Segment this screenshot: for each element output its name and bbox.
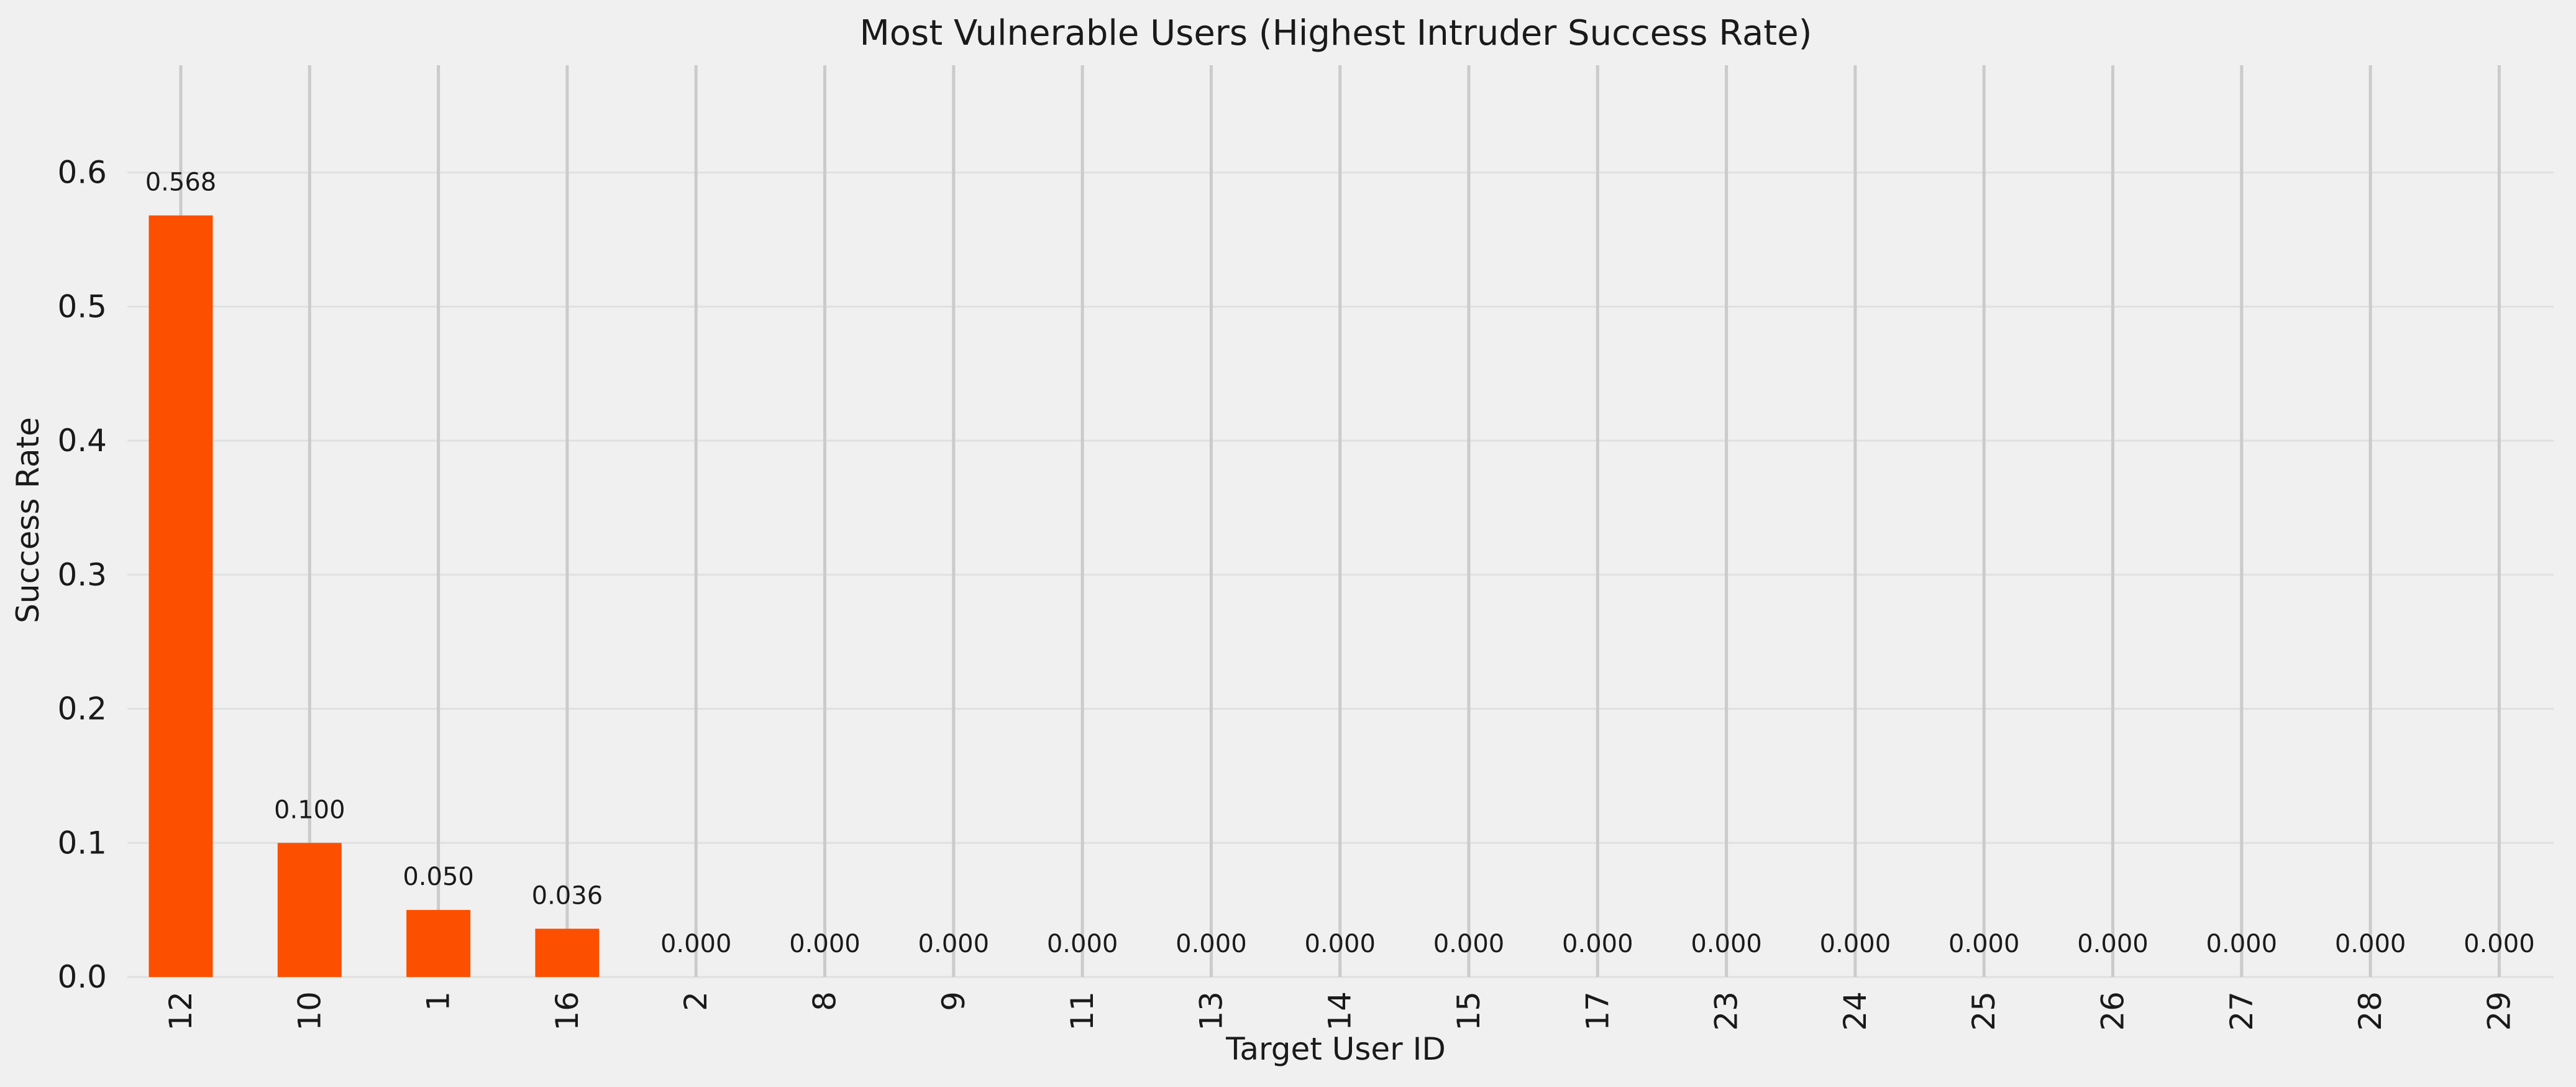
y-tick-labels: 0.0 0.1 0.2 0.3 0.4 0.5 0.6 <box>57 155 107 995</box>
vertical-gridlines <box>179 65 2501 977</box>
bar-user-16 <box>535 929 600 977</box>
bar-value-label: 0.000 <box>918 930 990 958</box>
bar-value-label: 0.000 <box>1304 930 1376 958</box>
bar-value-label: 0.100 <box>274 796 345 824</box>
bar-value-label: 0.000 <box>1433 930 1505 958</box>
bar-value-label: 0.568 <box>145 168 217 197</box>
bar-value-label: 0.000 <box>1948 930 2020 958</box>
x-tick-label: 17 <box>1579 991 1615 1031</box>
bar-value-label: 0.000 <box>1562 930 1633 958</box>
y-tick-label: 0.5 <box>57 288 107 324</box>
bar-value-label: 0.000 <box>2464 930 2535 958</box>
chart-title: Most Vulnerable Users (Highest Intruder … <box>859 13 1812 53</box>
x-tick-label: 16 <box>549 991 585 1031</box>
bar-value-labels: 0.568 0.100 0.050 0.036 0.000 0.000 0.000 0.000… <box>145 168 2535 958</box>
x-tick-label: 10 <box>291 991 327 1031</box>
x-tick-label: 11 <box>1064 991 1100 1031</box>
bar-value-label: 0.000 <box>660 930 732 958</box>
bar-value-label: 0.000 <box>2206 930 2278 958</box>
bar-value-label: 0.000 <box>1176 930 1247 958</box>
bar-value-label: 0.000 <box>789 930 861 958</box>
x-tick-label: 27 <box>2224 991 2260 1031</box>
x-tick-labels: 12 10 1 16 2 8 9 11 13 14 15 17 23 24 25 26 27 28 29 <box>163 991 2517 1031</box>
y-axis-label: Success Rate <box>10 417 46 623</box>
x-tick-label: 9 <box>936 991 972 1011</box>
y-tick-label: 0.1 <box>57 825 107 861</box>
bar-value-label: 0.036 <box>532 881 603 910</box>
y-tick-label: 0.2 <box>57 691 107 727</box>
bar-user-10 <box>277 843 342 977</box>
x-axis-label: Target User ID <box>1225 1031 1446 1067</box>
x-tick-label: 14 <box>1322 991 1358 1031</box>
bars <box>148 215 600 977</box>
bar-value-label: 0.000 <box>2077 930 2149 958</box>
bar-value-label: 0.000 <box>1047 930 1118 958</box>
x-tick-label: 24 <box>1837 991 1873 1031</box>
y-tick-label: 0.0 <box>57 959 107 995</box>
x-tick-label: 12 <box>163 991 199 1031</box>
y-tick-label: 0.6 <box>57 155 107 191</box>
x-tick-label: 23 <box>1709 991 1745 1031</box>
bar-value-label: 0.000 <box>1691 930 1762 958</box>
y-tick-label: 0.3 <box>57 557 107 593</box>
x-tick-label: 15 <box>1451 991 1487 1031</box>
x-tick-label: 25 <box>1966 991 2002 1031</box>
y-tick-label: 0.4 <box>57 423 107 459</box>
x-tick-label: 8 <box>807 991 843 1011</box>
bar-value-label: 0.000 <box>2335 930 2406 958</box>
x-tick-label: 2 <box>678 991 714 1011</box>
bar-user-12 <box>148 215 213 977</box>
bar-value-label: 0.000 <box>1820 930 1891 958</box>
x-tick-label: 1 <box>421 991 457 1011</box>
x-tick-label: 26 <box>2095 991 2131 1031</box>
bar-value-label: 0.050 <box>403 863 474 891</box>
bar-user-1 <box>406 910 471 977</box>
x-tick-label: 13 <box>1193 991 1229 1031</box>
x-tick-label: 29 <box>2481 991 2517 1031</box>
x-tick-label: 28 <box>2352 991 2388 1031</box>
